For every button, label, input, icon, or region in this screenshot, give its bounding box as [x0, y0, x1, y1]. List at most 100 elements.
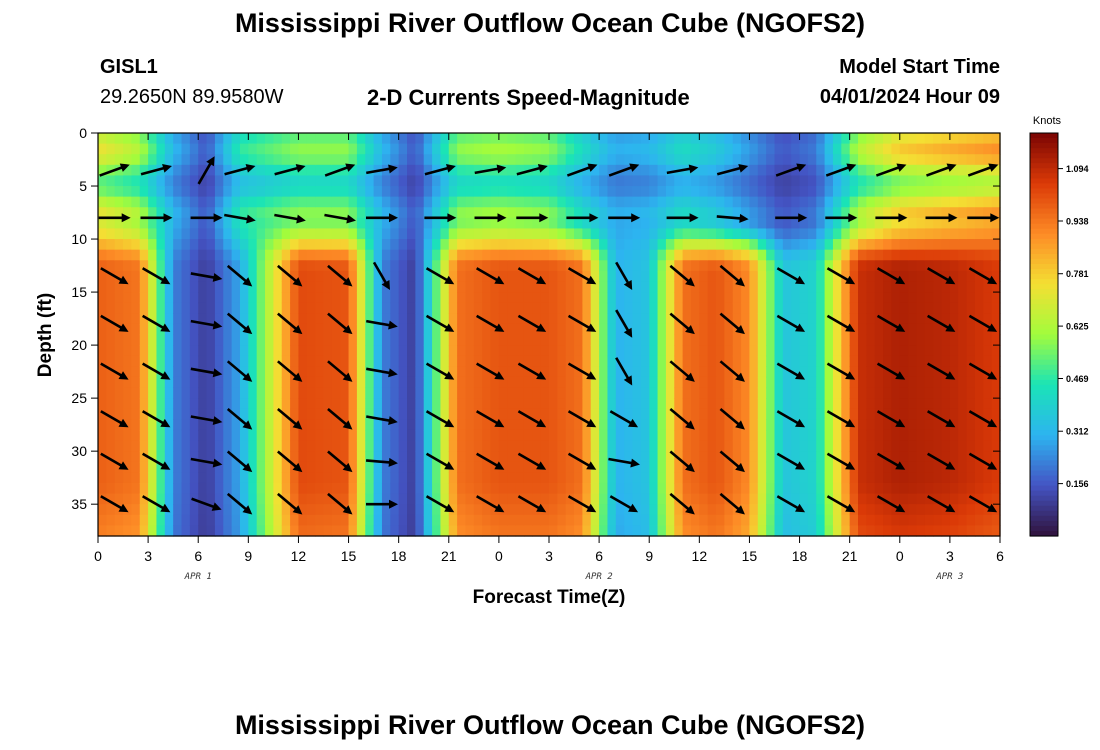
- heatmap-cell: [958, 164, 968, 177]
- heatmap-cell: [858, 451, 867, 463]
- heatmap-cell: [540, 154, 550, 166]
- heatmap-cell: [757, 429, 767, 442]
- heatmap-cell: [565, 260, 575, 272]
- heatmap-cell: [757, 281, 767, 293]
- heatmap-cell: [323, 196, 333, 208]
- heatmap-cell: [114, 313, 124, 325]
- heatmap-cell: [690, 133, 700, 145]
- heatmap-cell: [816, 133, 826, 145]
- heatmap-cell: [239, 376, 249, 389]
- heatmap-cell: [206, 461, 216, 473]
- heatmap-cell: [407, 154, 416, 166]
- heatmap-cell: [223, 323, 233, 336]
- heatmap-cell: [874, 429, 884, 442]
- heatmap-cell: [858, 482, 867, 495]
- heatmap-cell: [908, 482, 918, 495]
- heatmap-cell: [732, 164, 742, 177]
- heatmap-cell: [139, 249, 149, 261]
- heatmap-cell: [565, 228, 575, 240]
- heatmap-cell: [549, 355, 558, 367]
- heatmap-cell: [482, 175, 492, 187]
- heatmap-cell: [415, 133, 425, 145]
- heatmap-cell: [858, 504, 867, 516]
- heatmap-cell: [949, 376, 959, 389]
- heatmap-cell: [223, 376, 233, 389]
- heatmap-cell: [832, 323, 842, 336]
- current-arrow: [968, 410, 998, 428]
- heatmap-cell: [248, 175, 258, 187]
- heatmap-cell: [206, 143, 216, 155]
- y-tick-label: 25: [71, 390, 87, 406]
- heatmap-cell: [690, 493, 700, 505]
- heatmap-cell: [582, 239, 592, 251]
- heatmap-cell: [832, 355, 842, 367]
- heatmap-cell: [590, 429, 600, 442]
- heatmap-cell: [231, 387, 241, 399]
- colorbar-swatch: [1030, 359, 1058, 366]
- heatmap-cell: [407, 281, 416, 293]
- heatmap-cell: [949, 408, 959, 420]
- heatmap-cell: [782, 143, 792, 155]
- heatmap-cell: [123, 217, 133, 230]
- heatmap-cell: [949, 451, 959, 463]
- heatmap-cell: [774, 514, 784, 526]
- heatmap-cell: [356, 345, 366, 357]
- heatmap-cell: [164, 154, 174, 166]
- heatmap-cell: [281, 345, 291, 357]
- heatmap-cell: [991, 345, 1001, 357]
- current-arrow: [141, 495, 171, 513]
- heatmap-cell: [590, 239, 600, 251]
- heatmap-cell: [716, 493, 725, 505]
- heatmap-cell: [883, 345, 893, 357]
- heatmap-cell: [690, 345, 700, 357]
- heatmap-cell: [298, 164, 308, 177]
- heatmap-cell: [123, 133, 133, 145]
- heatmap-cell: [924, 228, 934, 240]
- heatmap-cell: [148, 472, 158, 484]
- heatmap-cell: [991, 154, 1001, 166]
- heatmap-cell: [164, 260, 174, 272]
- heatmap-cell: [799, 504, 809, 516]
- heatmap-cell: [883, 366, 893, 378]
- heatmap-cell: [415, 270, 425, 283]
- heatmap-cell: [774, 376, 784, 389]
- heatmap-cell: [832, 482, 842, 495]
- heatmap-cell: [323, 313, 333, 325]
- heatmap-cell: [590, 281, 600, 293]
- heatmap-cell: [624, 429, 634, 442]
- heatmap-cell: [807, 292, 817, 304]
- heatmap-cell: [807, 366, 817, 378]
- heatmap-cell: [816, 249, 826, 261]
- heatmap-cell: [774, 249, 784, 261]
- heatmap-cell: [799, 525, 809, 537]
- heatmap-cell: [966, 164, 976, 177]
- heatmap-cell: [757, 525, 767, 537]
- heatmap-cell: [724, 143, 734, 155]
- heatmap-cell: [991, 366, 1001, 378]
- heatmap-cell: [966, 196, 976, 208]
- heatmap-cell: [665, 525, 675, 537]
- heatmap-cell: [832, 270, 842, 283]
- heatmap-cell: [774, 154, 784, 166]
- heatmap-cell: [590, 302, 600, 314]
- heatmap-cell: [148, 196, 158, 208]
- heatmap-cell: [156, 207, 166, 219]
- second-panel-title: Mississippi River Outflow Ocean Cube (NG…: [234, 710, 866, 740]
- heatmap-cell: [874, 334, 884, 346]
- current-arrow: [366, 499, 398, 509]
- heatmap-cell: [181, 472, 191, 484]
- heatmap-cell: [824, 387, 834, 399]
- heatmap-cell: [599, 207, 609, 219]
- heatmap-cell: [381, 398, 391, 410]
- heatmap-cell: [306, 482, 316, 495]
- heatmap-cell: [415, 514, 425, 526]
- heatmap-cell: [173, 175, 183, 187]
- heatmap-cell: [908, 154, 918, 166]
- heatmap-cell: [123, 472, 133, 484]
- heatmap-cell: [674, 154, 684, 166]
- heatmap-cell: [490, 260, 500, 272]
- heatmap-cell: [173, 461, 183, 473]
- heatmap-cell: [565, 239, 575, 251]
- heatmap-cell: [281, 419, 291, 431]
- heatmap-cell: [473, 398, 483, 410]
